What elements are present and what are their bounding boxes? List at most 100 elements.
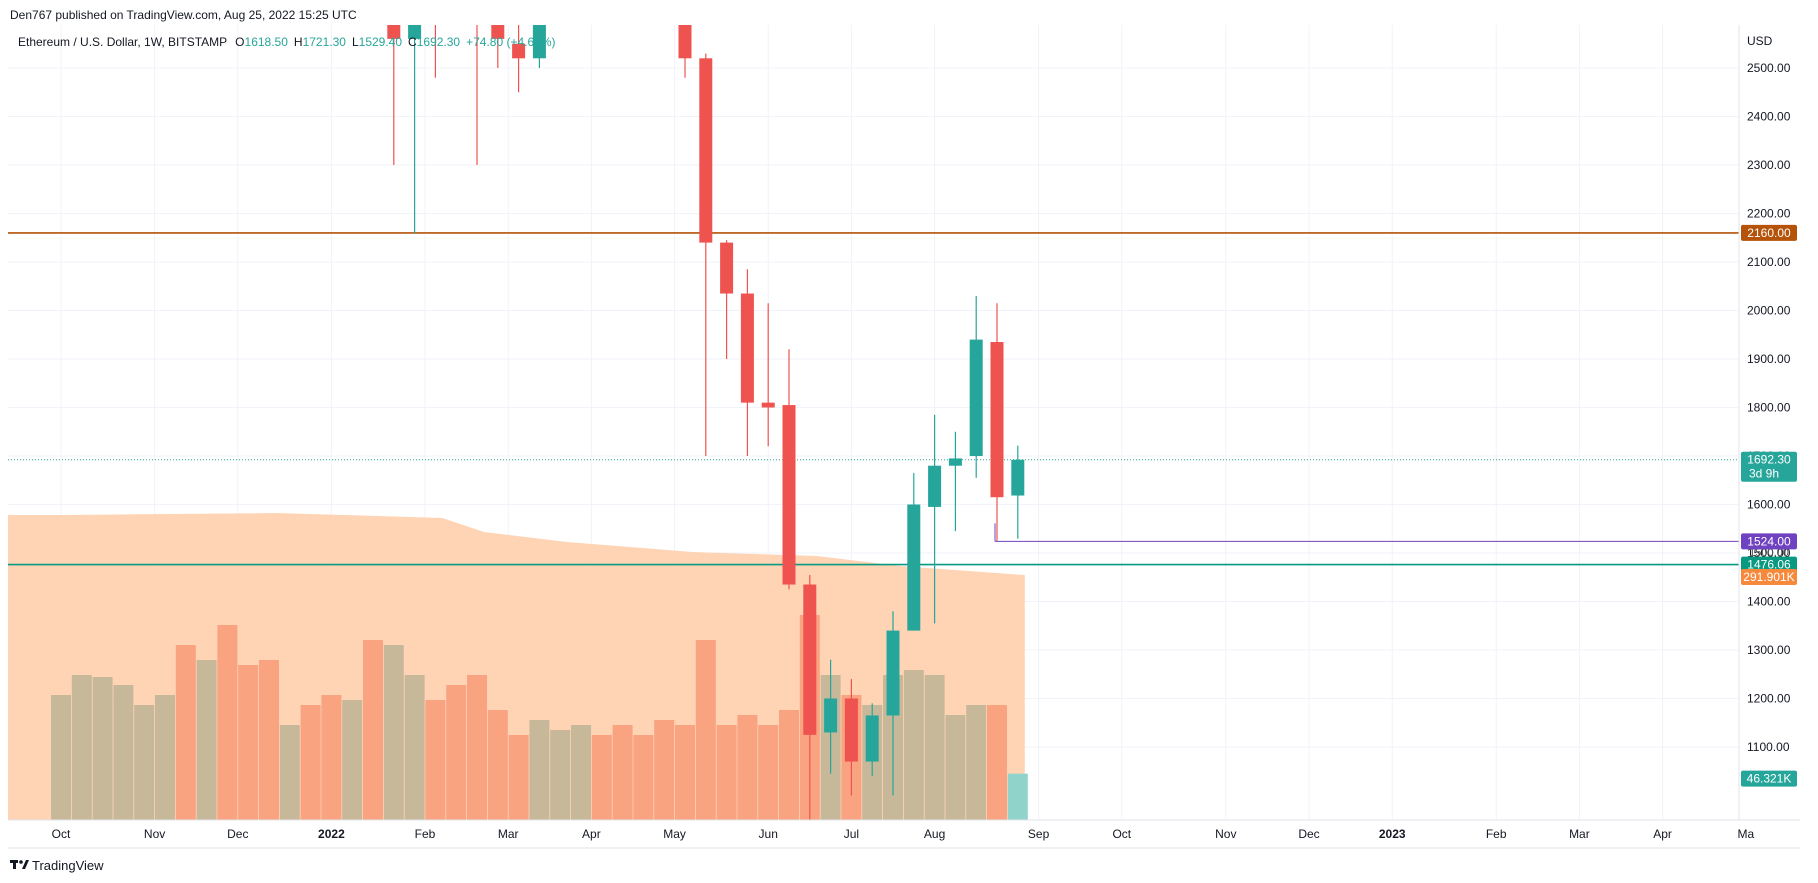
candle[interactable] [699,53,713,456]
time-tick-label: Mar [498,827,519,841]
candle[interactable] [969,295,983,478]
volume-layer [8,513,1028,820]
volume-ma-badge-text: 291.901K [1743,570,1794,584]
price-tick-label: 1300.00 [1747,643,1791,657]
volume-bar [196,660,217,820]
time-tick-label: Nov [144,827,165,841]
resistance-line-badge-text: 2160.00 [1747,226,1791,240]
candle[interactable] [387,0,401,165]
price-tick-label: 1600.00 [1747,498,1791,512]
candle-body [699,58,713,243]
candle-body [782,405,796,585]
volume-bar [695,640,716,820]
price-tick-label: 2500.00 [1747,61,1791,75]
open-value: 1618.50 [245,35,289,49]
volume-bar [155,695,175,820]
candle[interactable] [990,303,1004,541]
volume-bar [987,705,1007,820]
time-tick-label: Dec [227,827,248,841]
candle[interactable] [824,659,838,774]
volume-bar [966,705,987,820]
candle[interactable] [740,269,754,456]
volume-bar [425,700,446,820]
volume-bar [633,735,654,820]
volume-bar [654,720,675,820]
price-tick-label: 1400.00 [1747,595,1791,609]
close-value: 1692.30 [417,35,461,49]
lines-layer [8,232,1739,566]
candle-body [990,342,1004,498]
candle[interactable] [1011,445,1025,539]
time-tick-label: 2022 [318,827,345,841]
volume-bar [383,645,404,820]
candle[interactable] [907,472,921,631]
volume-bar [591,735,612,820]
volume-bar [321,695,342,820]
time-tick-label: Mar [1569,827,1590,841]
candle[interactable] [408,0,422,234]
volume-bar [487,710,508,820]
candle-body [512,43,526,59]
candle-layer [387,0,1025,854]
volume-bar [612,725,633,820]
volume-badge-text: 46.321K [1747,772,1792,786]
volume-bar [363,640,383,820]
low-label: L [352,35,359,49]
support-line-badge: 1476.06 [1741,556,1797,573]
tradingview-brand[interactable]: TradingView [10,858,104,873]
candle[interactable] [948,431,962,532]
volume-bar [924,675,945,820]
support-line-badge-text: 1476.06 [1747,558,1791,572]
candle[interactable] [720,240,734,359]
time-tick-label: Oct [1112,827,1131,841]
candle[interactable] [491,0,505,68]
resistance-line-badge-bg [1741,224,1797,241]
candle[interactable] [471,0,484,165]
volume-bar [134,705,155,820]
price-tick-label: 1800.00 [1747,401,1791,415]
candle[interactable] [928,414,942,624]
time-tick-label: Sep [1028,827,1050,841]
volume-bar [113,685,134,820]
volume-ma-badge-bg [1741,569,1797,585]
candle[interactable] [844,679,858,796]
candle[interactable] [782,349,796,590]
candle-body [1011,459,1025,496]
volume-bar [71,675,92,820]
volume-ma-badge: 291.901K [1741,569,1797,585]
candle-body [678,25,692,59]
candle[interactable] [429,0,442,78]
open-label: O [235,35,244,49]
candle[interactable] [865,703,879,777]
candle-body [387,25,401,39]
candle-body [824,698,838,733]
change-value: +74.80 (+4.62%) [466,35,555,49]
volume-bar [1007,773,1028,820]
price-tick-label: 2000.00 [1747,304,1791,318]
candle[interactable] [678,0,692,78]
candle-body [844,698,858,762]
time-axis[interactable]: Oct Nov Dec 2022 Feb Mar Apr May Jun Jul Aug Sep Oct… [52,827,1755,841]
price-tick-label: 1100.00 [1747,740,1790,754]
legend-line[interactable]: Ethereum / U.S. Dollar, 1W, BITSTAMP O161… [18,35,556,49]
time-tick-label: Ma [1737,827,1754,841]
price-tick-label: 2400.00 [1747,110,1791,124]
candle[interactable] [886,611,900,796]
price-axis[interactable]: 2500.00 2400.00 2300.00 2200.00 2100.00 2000.… [1747,61,1791,754]
price-tick-label: 2200.00 [1747,207,1791,221]
candle[interactable] [512,10,526,93]
time-tick-label: May [663,827,686,841]
candle-body [491,25,505,39]
volume-bar [716,725,737,820]
volume-badge-bg [1741,770,1797,787]
candle[interactable] [532,0,546,68]
candle-body [408,25,422,39]
price-tick-label: 2300.00 [1747,158,1791,172]
candle-body [969,339,983,456]
candle[interactable] [803,574,817,854]
volume-bar [550,730,571,820]
candle[interactable] [761,303,775,447]
